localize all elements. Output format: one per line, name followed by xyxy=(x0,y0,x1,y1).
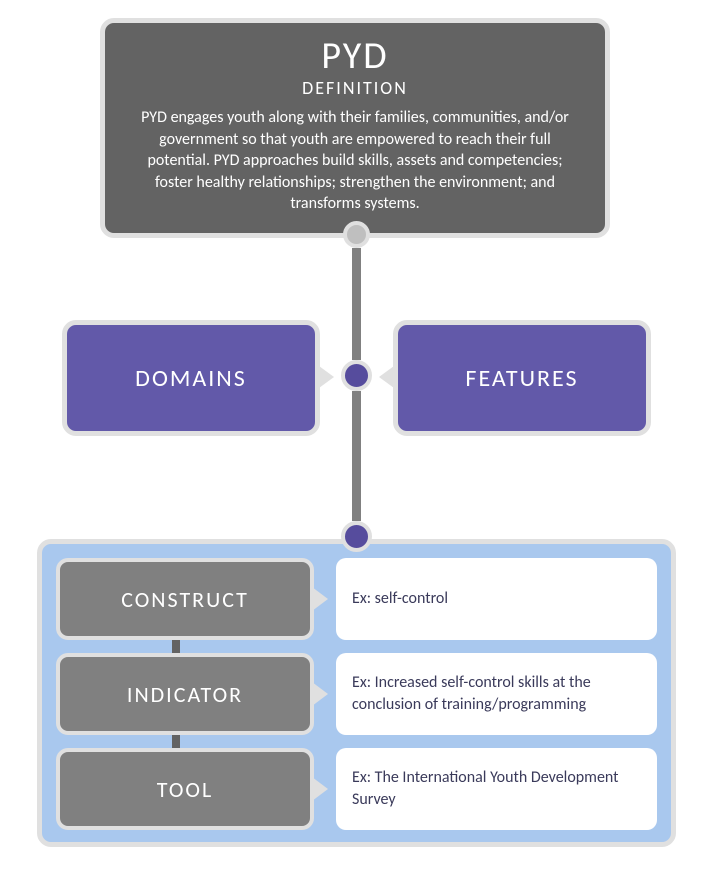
bottom-node-icon xyxy=(341,521,372,552)
tool-example: Ex: The International Youth Development … xyxy=(336,748,657,830)
definition-box: PYD DEFINITION PYD engages youth along w… xyxy=(100,18,610,238)
indicator-row: INDICATOR Ex: Increased self-control ski… xyxy=(56,653,657,735)
construct-example: Ex: self-control xyxy=(336,558,657,640)
construct-label: CONSTRUCT xyxy=(56,558,314,640)
branch-node-icon xyxy=(341,360,372,391)
header-body: PYD engages youth along with their famil… xyxy=(133,107,577,215)
arrow-right-icon xyxy=(312,777,328,801)
connector-node-icon xyxy=(343,221,370,248)
arrow-right-icon xyxy=(319,366,334,388)
connector-line xyxy=(352,391,361,521)
construct-row: CONSTRUCT Ex: self-control xyxy=(56,558,657,640)
arrow-right-icon xyxy=(312,682,328,706)
arrow-left-icon xyxy=(379,366,394,388)
indicator-example: Ex: Increased self-control skills at the… xyxy=(336,653,657,735)
connector-line xyxy=(352,248,361,360)
examples-panel: CONSTRUCT Ex: self-control INDICATOR Ex:… xyxy=(37,539,676,847)
indicator-label: INDICATOR xyxy=(56,653,314,735)
tool-row: TOOL Ex: The International Youth Develop… xyxy=(56,748,657,830)
header-title: PYD xyxy=(133,33,577,79)
domains-box: DOMAINS xyxy=(62,320,320,436)
features-box: FEATURES xyxy=(393,320,651,436)
tool-label: TOOL xyxy=(56,748,314,830)
header-subtitle: DEFINITION xyxy=(133,77,577,99)
domains-label: DOMAINS xyxy=(135,364,247,393)
arrow-right-icon xyxy=(312,587,328,611)
features-label: FEATURES xyxy=(465,364,578,393)
